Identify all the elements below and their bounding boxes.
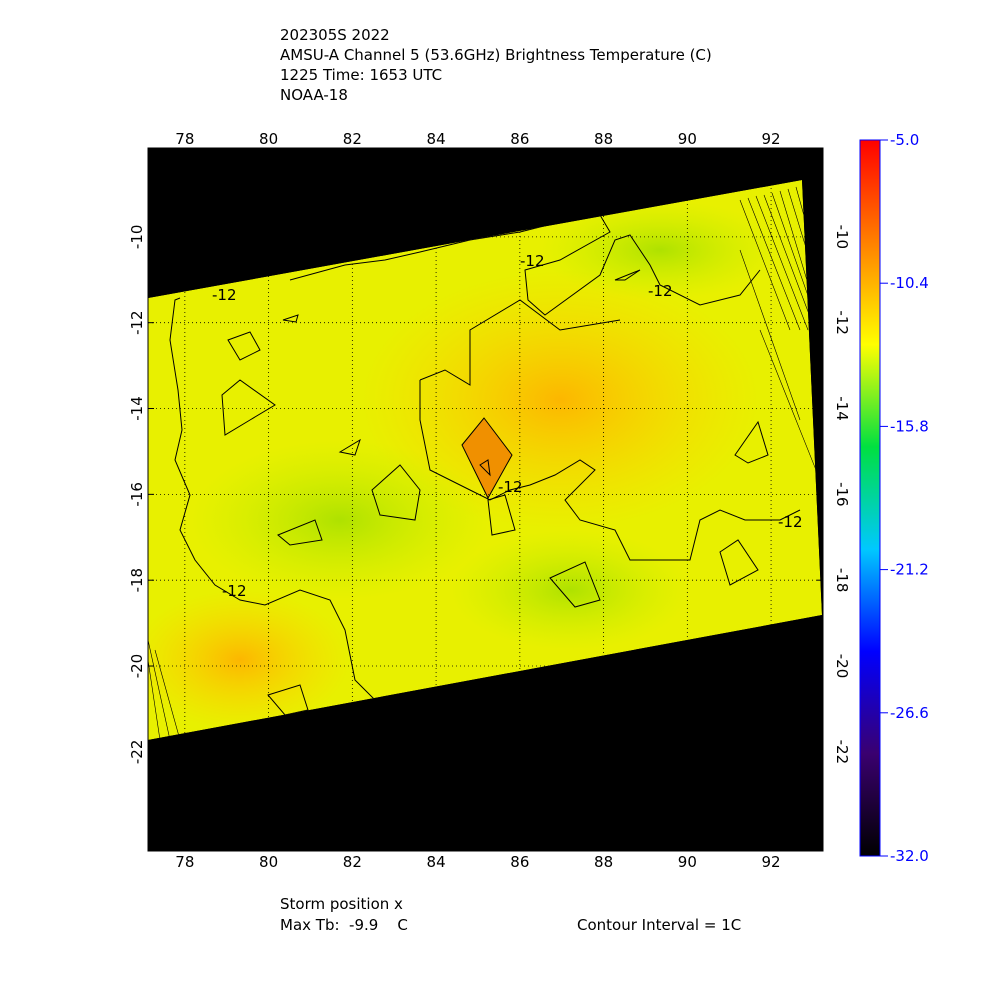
y-tick-label: -16 xyxy=(833,482,851,507)
y-tick-label: -14 xyxy=(128,396,146,421)
x-tick-label: 80 xyxy=(259,853,278,871)
x-tick-label: 88 xyxy=(594,130,613,148)
footer-text: Max Tb: -9.9 C xyxy=(280,916,408,934)
title-line: 202305S 2022 xyxy=(280,26,390,44)
y-tick-label: -12 xyxy=(128,310,146,335)
y-tick-label: -22 xyxy=(833,740,851,765)
warm-region xyxy=(360,270,760,530)
x-tick-label: 88 xyxy=(594,853,613,871)
contours xyxy=(169,214,801,716)
y-tick-label: -10 xyxy=(128,225,146,250)
y-tick-label: -18 xyxy=(128,568,146,593)
y-tick-label: -10 xyxy=(833,225,851,250)
colorbar-tick-label: -21.2 xyxy=(890,561,929,579)
colorbar-tick-label: -32.0 xyxy=(890,847,929,865)
contour-labels: -12 -12 -12 -12 -12 -12 xyxy=(212,252,803,600)
title-line: AMSU-A Channel 5 (53.6GHz) Brightness Te… xyxy=(280,46,712,64)
x-tick-label: 86 xyxy=(510,853,529,871)
x-tick-label: 92 xyxy=(762,130,781,148)
warm-core xyxy=(462,418,512,498)
y-tick-label: -20 xyxy=(833,654,851,679)
y-tick-label: -22 xyxy=(128,740,146,765)
colorbar-tick-label: -15.8 xyxy=(890,417,929,435)
footer-text: Storm position x xyxy=(280,895,403,913)
title-line: NOAA-18 xyxy=(280,86,348,104)
y-tick-label: -12 xyxy=(833,310,851,335)
x-tick-label: 82 xyxy=(343,130,362,148)
x-tick-label: 82 xyxy=(343,853,362,871)
footer-text: Contour Interval = 1C xyxy=(577,916,741,934)
plot-frame xyxy=(147,147,824,852)
footer: Storm position x Max Tb: -9.9 C Contour In… xyxy=(280,895,741,934)
y-tick-label: -18 xyxy=(833,568,851,593)
y-tick-label: -20 xyxy=(128,654,146,679)
contour-label: -12 xyxy=(520,252,545,270)
y-tick-label: -14 xyxy=(833,396,851,421)
swath xyxy=(148,180,822,740)
cool-region xyxy=(450,530,690,650)
x-tick-label: 92 xyxy=(762,853,781,871)
x-tick-label: 84 xyxy=(427,130,446,148)
title-block: 202305S 2022 AMSU-A Channel 5 (53.6GHz) B… xyxy=(280,26,712,104)
colorbar-tick-label: -26.6 xyxy=(890,704,929,722)
contour-label: -12 xyxy=(498,478,523,496)
x-tick-label: 84 xyxy=(427,853,446,871)
colorbar-tick-label: -5.0 xyxy=(890,131,919,149)
axes: 78 78 80 80 82 82 84 84 86 86 88 88 90 90 92 92 -10 -10 -1… xyxy=(128,130,851,871)
x-tick-label: 78 xyxy=(175,853,194,871)
contour-label: -12 xyxy=(222,582,247,600)
x-tick-label: 90 xyxy=(678,130,697,148)
title-line: 1225 Time: 1653 UTC xyxy=(280,66,442,84)
contour-label: -12 xyxy=(212,286,237,304)
x-tick-label: 90 xyxy=(678,853,697,871)
colorbar: -5.0 -10.4 -15.8 -21.2 -26.6 -32.0 xyxy=(859,131,929,865)
contour-label: -12 xyxy=(648,282,673,300)
x-tick-label: 78 xyxy=(175,130,194,148)
colorbar-tick-label: -10.4 xyxy=(890,274,929,292)
colorbar-scale xyxy=(859,139,881,857)
x-tick-label: 80 xyxy=(259,130,278,148)
cool-region xyxy=(190,440,490,600)
x-tick-label: 86 xyxy=(510,130,529,148)
y-tick-label: -16 xyxy=(128,482,146,507)
contour-label: -12 xyxy=(778,513,803,531)
